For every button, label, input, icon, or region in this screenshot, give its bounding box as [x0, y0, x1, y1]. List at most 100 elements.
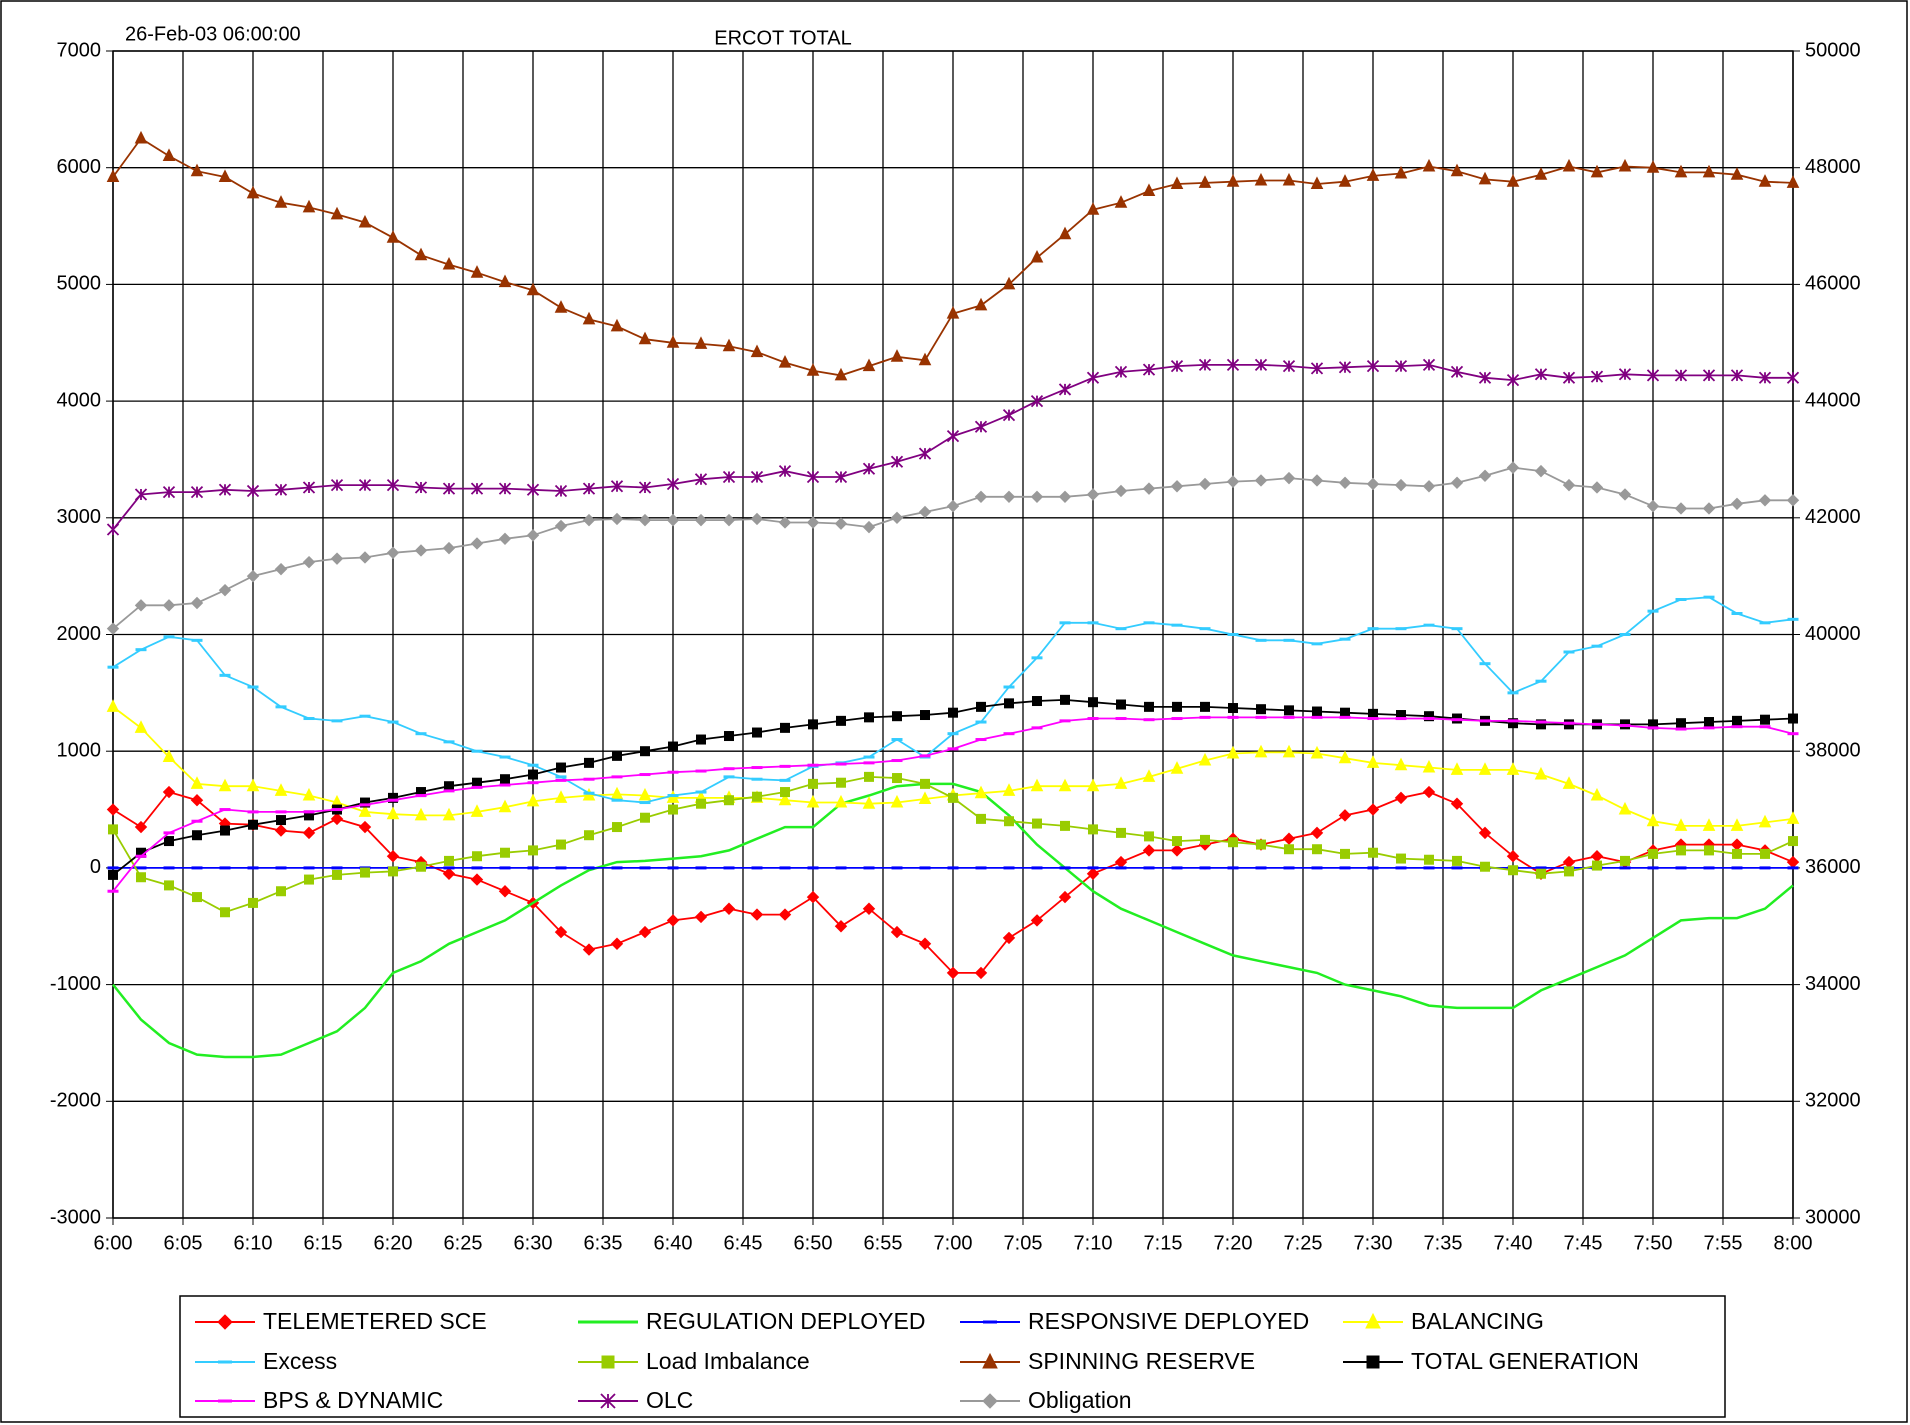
legend-label: BALANCING — [1411, 1308, 1544, 1334]
x-tick-label: 7:05 — [1004, 1232, 1043, 1254]
marker — [1368, 847, 1378, 858]
marker — [1422, 358, 1436, 372]
marker — [1170, 359, 1184, 373]
marker — [554, 484, 568, 498]
marker — [1058, 890, 1072, 904]
marker — [1534, 766, 1548, 780]
marker — [1254, 358, 1268, 372]
marker — [974, 297, 988, 311]
series-line — [112, 782, 1794, 1059]
marker — [1142, 183, 1156, 197]
marker — [1478, 762, 1492, 775]
marker — [1534, 167, 1548, 180]
marker — [862, 358, 876, 372]
marker — [1506, 461, 1520, 474]
marker — [274, 783, 288, 796]
marker — [584, 830, 594, 841]
marker — [1702, 818, 1716, 831]
marker — [1506, 373, 1520, 387]
marker — [358, 551, 372, 564]
marker — [470, 265, 484, 278]
marker — [1704, 717, 1714, 728]
marker — [890, 925, 904, 939]
marker — [1172, 701, 1182, 712]
marker — [1394, 478, 1408, 492]
marker — [498, 799, 512, 813]
marker — [724, 731, 734, 742]
marker — [1282, 744, 1296, 758]
marker — [1786, 494, 1800, 507]
marker — [1088, 697, 1098, 708]
marker — [1254, 172, 1268, 186]
marker — [416, 861, 426, 872]
marker — [862, 462, 876, 475]
marker — [1254, 474, 1268, 487]
y-tick-label: 0 — [90, 856, 101, 878]
marker — [1004, 698, 1014, 709]
marker — [808, 719, 818, 730]
marker — [220, 825, 230, 836]
marker — [1618, 488, 1632, 501]
marker — [1310, 826, 1324, 840]
marker — [610, 937, 624, 950]
marker — [1536, 719, 1546, 730]
y-tick-label: 7000 — [57, 39, 102, 61]
marker — [358, 214, 372, 228]
marker — [218, 169, 232, 183]
marker — [1590, 481, 1604, 494]
marker — [1562, 158, 1576, 172]
marker — [750, 512, 764, 526]
x-tick-label: 6:50 — [794, 1232, 833, 1254]
legend-label: BPS & DYNAMIC — [263, 1387, 443, 1413]
marker — [134, 599, 148, 612]
marker — [638, 513, 652, 527]
marker — [974, 490, 988, 504]
marker — [1590, 787, 1604, 801]
y2-tick-label: 50000 — [1805, 39, 1861, 61]
marker — [946, 499, 960, 513]
marker — [1338, 361, 1352, 374]
marker — [358, 804, 372, 817]
marker — [330, 552, 344, 565]
marker — [526, 282, 540, 296]
marker — [974, 420, 988, 433]
marker — [920, 710, 930, 721]
marker — [778, 792, 792, 806]
legend-label: SPINNING RESERVE — [1028, 1348, 1255, 1374]
marker — [778, 464, 792, 478]
marker — [584, 757, 594, 768]
marker — [218, 483, 232, 496]
marker — [1170, 480, 1184, 493]
marker — [834, 367, 848, 381]
marker — [1368, 708, 1378, 719]
marker — [302, 481, 316, 494]
x-tick-label: 7:15 — [1144, 1232, 1183, 1254]
marker — [1310, 745, 1324, 759]
x-tick-label: 7:35 — [1424, 1232, 1463, 1254]
marker — [1506, 762, 1520, 775]
marker — [976, 813, 986, 824]
marker — [1508, 718, 1518, 729]
marker — [780, 787, 790, 798]
x-tick-label: 7:55 — [1704, 1232, 1743, 1254]
marker — [500, 774, 510, 785]
marker — [834, 470, 848, 484]
marker — [1198, 175, 1212, 188]
marker — [1170, 176, 1184, 190]
marker — [1058, 226, 1072, 240]
series — [108, 771, 1798, 918]
marker — [946, 305, 960, 319]
marker — [1592, 860, 1602, 871]
marker — [164, 836, 174, 847]
marker — [1198, 752, 1212, 766]
marker — [528, 769, 538, 780]
marker — [890, 511, 904, 525]
marker — [1004, 816, 1014, 827]
marker — [1674, 502, 1688, 515]
marker — [1366, 477, 1380, 491]
marker — [217, 1314, 233, 1330]
marker — [554, 519, 568, 533]
marker — [640, 746, 650, 757]
marker — [276, 886, 286, 897]
marker — [274, 562, 288, 576]
